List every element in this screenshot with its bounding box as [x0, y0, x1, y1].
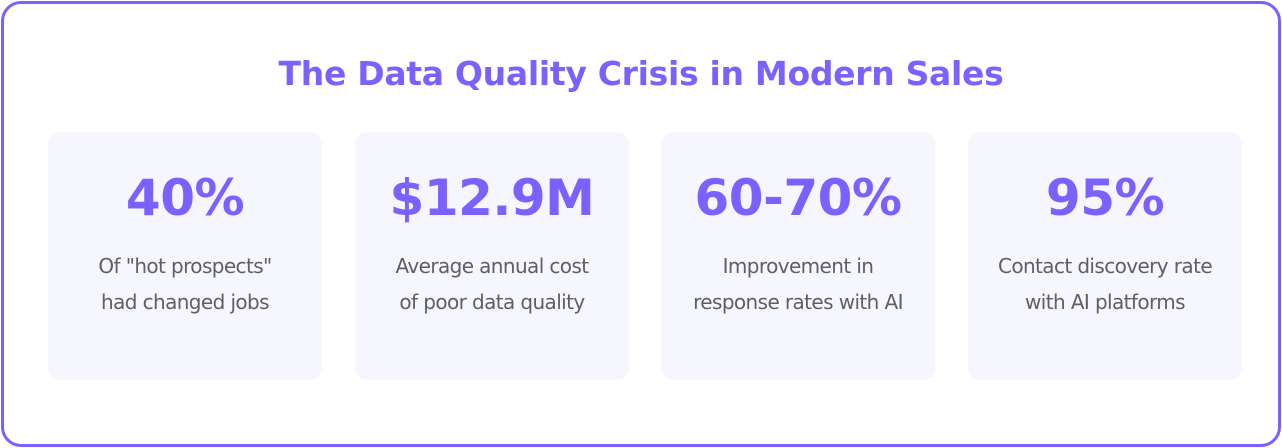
stat-value: $12.9M	[389, 169, 595, 227]
stat-card-response-rates: 60-70% Improvement in response rates wit…	[661, 132, 935, 380]
stat-value: 40%	[125, 169, 245, 227]
stat-value: 60-70%	[694, 169, 902, 227]
stat-value: 95%	[1045, 169, 1165, 227]
stat-description: Of "hot prospects" had changed jobs	[98, 254, 272, 314]
stat-description: Improvement in response rates with AI	[693, 254, 903, 314]
stat-description: Contact discovery rate with AI platforms	[997, 254, 1213, 314]
stat-cards: 40% Of "hot prospects" had changed jobs …	[44, 132, 1242, 380]
stat-card-job-changes: 40% Of "hot prospects" had changed jobs	[48, 132, 322, 380]
page-title: The Data Quality Crisis in Modern Sales	[278, 54, 1004, 93]
stat-card-data-cost: $12.9M Average annual cost of poor data …	[355, 132, 629, 380]
stat-card-contact-discovery: 95% Contact discovery rate with AI platf…	[968, 132, 1242, 380]
stat-description: Average annual cost of poor data quality	[395, 254, 589, 314]
